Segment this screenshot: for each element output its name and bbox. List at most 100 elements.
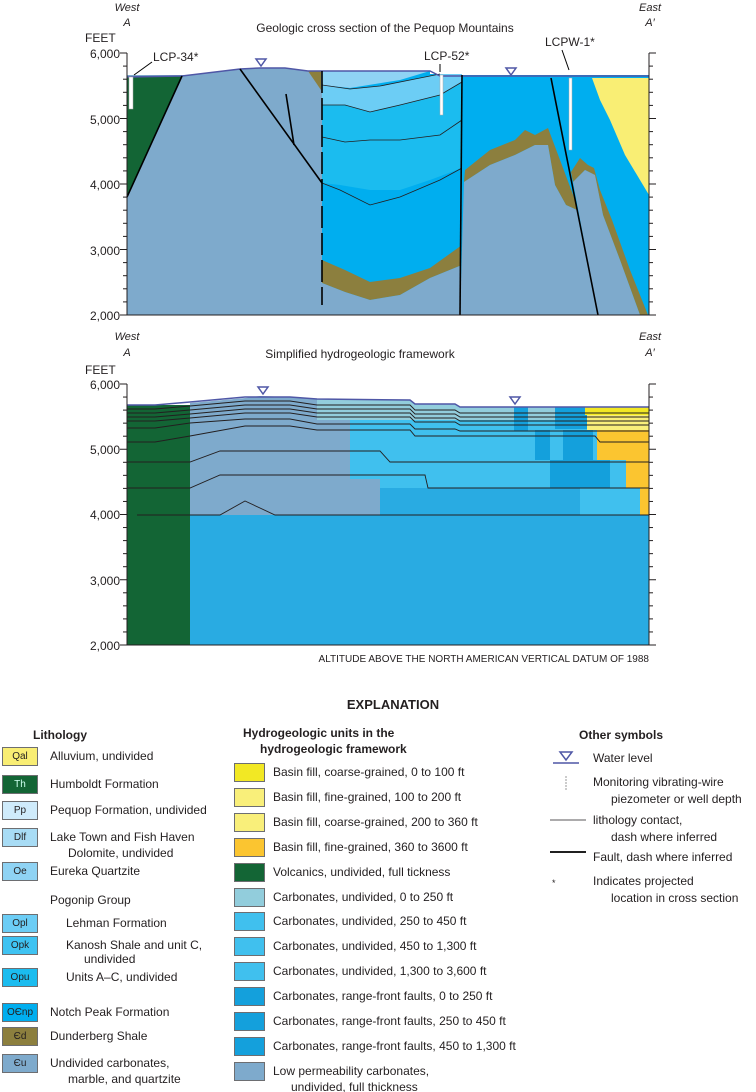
west-label: West: [115, 2, 141, 14]
hydro-swatch: [234, 912, 265, 932]
lithology-label: Dunderberg Shale: [50, 1029, 148, 1043]
water-level-icon: [256, 386, 270, 396]
svg-text:4,000: 4,000: [90, 508, 120, 522]
lithology-label: undivided: [84, 952, 136, 966]
well-lcpw1: [568, 77, 573, 151]
lithology-label: Undivided carbonates,: [50, 1056, 170, 1070]
dunderberg-east: [464, 128, 577, 210]
hydro-label: Carbonates, undivided, 1,300 to 3,600 ft: [273, 964, 487, 979]
range-front-faults: [555, 407, 587, 429]
volcanics-unit: [127, 405, 190, 645]
well-lcp52: [439, 74, 444, 116]
hydro-swatch: [234, 887, 265, 907]
projected-label: Indicates projected: [593, 874, 694, 888]
hydro-label: Basin fill, fine-grained, 100 to 200 ft: [273, 789, 462, 804]
dunderberg-east2: [571, 158, 648, 315]
hydro-label: Basin fill, coarse-grained, 200 to 360 f…: [273, 814, 478, 829]
hydro-label: Basin fill, fine-grained, 360 to 3600 ft: [273, 839, 468, 854]
basin-fill-coarse: [585, 407, 649, 415]
lithology-label: Eureka Quartzite: [50, 864, 141, 878]
range-front-faults: [563, 430, 593, 460]
eureka-unit: [322, 71, 430, 88]
hydro-header: Hydrogeologic units in the: [243, 726, 395, 740]
lithology-swatch: Єu: [2, 1054, 38, 1073]
svg-text:5,000: 5,000: [90, 113, 120, 127]
hydro-swatch: [234, 787, 265, 807]
svg-text:3,000: 3,000: [90, 574, 120, 588]
hydro-swatch: [234, 937, 265, 957]
volcanics-strip: [127, 515, 137, 645]
hydro-header: hydrogeologic framework: [260, 742, 407, 756]
units-ac: [322, 82, 462, 190]
hydro-label: undivided, full thickness: [291, 1079, 418, 1092]
a-label: A: [122, 347, 130, 359]
undivided-middle: [322, 265, 462, 315]
other-header: Other symbols: [579, 728, 664, 742]
water-level-icon: [508, 396, 522, 406]
hydro-label: Carbonates, range-front faults, 250 to 4…: [273, 1014, 506, 1028]
section-title: Simplified hydrogeologic framework: [265, 347, 455, 361]
range-front-lower: [380, 488, 580, 515]
lithology-swatch: Pp: [2, 801, 38, 820]
lithology-label: Dolomite, undivided: [68, 846, 174, 860]
contact-label: lithology contact,: [593, 813, 683, 827]
land-surface: [126, 67, 649, 78]
lithology-label: Alluvium, undivided: [50, 749, 154, 763]
dunderberg-wedge: [308, 71, 321, 90]
lithology-label: Lehman Formation: [66, 916, 167, 930]
hydro-swatch: [234, 987, 265, 1007]
hydro-swatch: [234, 1012, 265, 1031]
lithology-swatch: Єd: [2, 1027, 38, 1046]
well-arrows: [133, 49, 570, 76]
feet-label: FEET: [85, 363, 116, 377]
hydrogeologic-framework: Simplified hydrogeologic framework West …: [85, 331, 662, 665]
cross-sections: Geologic cross section of the Pequop Mou…: [85, 2, 662, 665]
hydro-swatch: [234, 812, 265, 832]
basin-fill-fine: [587, 415, 649, 430]
projected-label: location in cross section: [611, 891, 739, 905]
hydro-label: Carbonates, range-front faults, 450 to 1…: [273, 1038, 516, 1053]
datum-note: ALTITUDE ABOVE THE NORTH AMERICAN VERTIC…: [319, 654, 650, 665]
feet-label: FEET: [85, 31, 116, 45]
hydro-swatch: [234, 837, 265, 857]
east-label: East: [639, 2, 662, 14]
contacts: [127, 400, 649, 516]
hydro-swatch: [234, 962, 265, 982]
lithology-label: Notch Peak Formation: [50, 1005, 170, 1019]
east-label: East: [639, 331, 662, 343]
monitor-label: Monitoring vibrating-wire: [593, 775, 724, 789]
other-symbol-icons: [550, 751, 586, 853]
lithology-swatch: Th: [2, 775, 38, 794]
hydro-swatch: [234, 763, 265, 782]
fault-label: Fault, dash where inferred: [593, 850, 733, 864]
svg-text:4,000: 4,000: [90, 178, 120, 192]
monitor-label: piezometer or well depth: [611, 792, 742, 806]
undivided-block: [127, 68, 322, 305]
west-label: West: [115, 331, 141, 343]
svg-text:5,000: 5,000: [90, 443, 120, 457]
range-front-faults: [514, 407, 528, 431]
faults: [126, 68, 599, 316]
y-tick-labels: 6,000 5,000 4,000 3,000 2,000: [90, 378, 120, 653]
land-surface: [127, 396, 649, 408]
hydro-label: Carbonates, undivided, 250 to 450 ft: [273, 914, 467, 929]
water-level-icon: [254, 58, 268, 68]
explanation-title: EXPLANATION: [346, 697, 440, 712]
hydro-label: Carbonates, undivided, 0 to 250 ft: [273, 889, 454, 904]
well-label: LCPW-1*: [545, 35, 595, 49]
lithology-swatch: OЄnp: [2, 1003, 38, 1022]
a-label: A: [122, 17, 130, 29]
range-front-faults: [535, 430, 550, 460]
water-level-icon: [504, 67, 518, 77]
lithology-label: marble, and quartzite: [68, 1072, 181, 1086]
hydro-label: Carbonates, range-front faults, 0 to 250…: [273, 989, 493, 1004]
lithology-swatch: Dlf: [2, 828, 38, 847]
svg-text:3,000: 3,000: [90, 244, 120, 258]
hydro-swatch: [234, 1036, 265, 1056]
section-title: Geologic cross section of the Pequop Mou…: [256, 21, 513, 35]
dunderberg-middle: [322, 245, 462, 300]
hydro-label: Volcanics, undivided, full tickness: [273, 864, 451, 879]
lithology-swatch: Opl: [2, 914, 38, 933]
range-front-faults: [550, 460, 610, 488]
